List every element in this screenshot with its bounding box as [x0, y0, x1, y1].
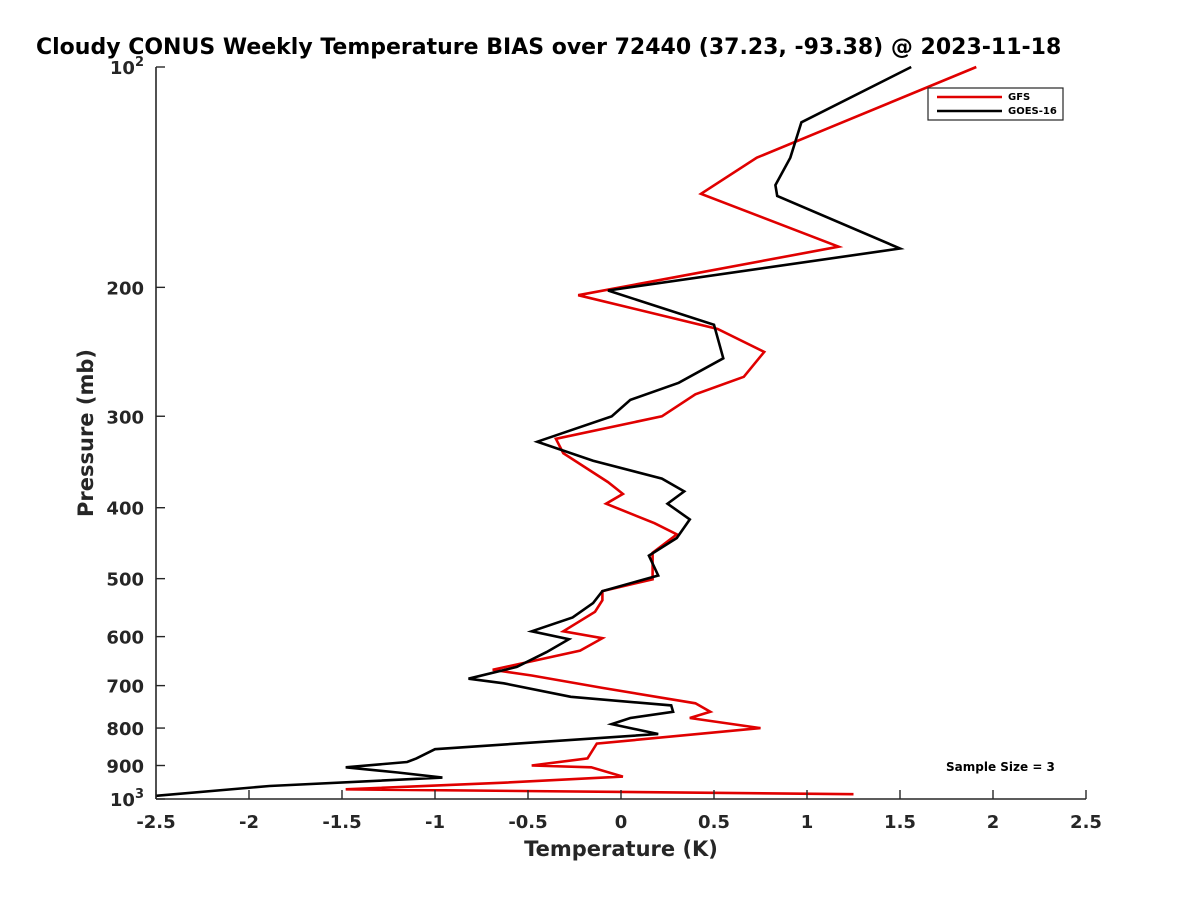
- sample-size-annotation: Sample Size = 3: [946, 760, 1055, 774]
- x-tick-label: 1.5: [884, 812, 916, 833]
- series-line-gfs: [345, 65, 977, 796]
- y-tick-label: 600: [106, 628, 144, 649]
- y-tick-label: 200: [106, 278, 144, 299]
- y-tick-label: 300: [106, 407, 144, 428]
- x-tick-label: -0.5: [508, 812, 547, 833]
- y-tick-label: 500: [106, 570, 144, 591]
- x-ticks: -2.5 -2 -1.5 -1 -0.5 0 0.5 1 1.5 2 2.5: [136, 790, 1102, 833]
- y-tick-label: 800: [106, 719, 144, 740]
- series-line-goes16: [155, 65, 912, 798]
- x-tick-label: 0.5: [698, 812, 730, 833]
- legend-label-goes16: GOES-16: [1008, 106, 1057, 117]
- y-tick-label: 700: [106, 677, 144, 698]
- x-tick-label: 1: [801, 812, 814, 833]
- legend: GFS GOES-16: [927, 87, 1064, 121]
- x-tick-label: 0: [615, 812, 628, 833]
- y-tick-label: 102: [110, 55, 144, 79]
- y-tick-label: 103: [110, 787, 144, 811]
- y-ticks: 102 200 300 400 500 600 700 800 900 103: [106, 55, 165, 811]
- plot-area: -2.5 -2 -1.5 -1 -0.5 0 0.5 1 1.5 2 2.5 102 200 300 40…: [106, 55, 1102, 833]
- series-layer: [155, 65, 977, 798]
- x-tick-label: 2: [987, 812, 1000, 833]
- legend-box: [927, 87, 1064, 121]
- y-axis-label: Pressure (mb): [74, 349, 98, 517]
- y-tick-label: 400: [106, 499, 144, 520]
- y-tick-label: 900: [106, 757, 144, 778]
- x-tick-label: -1: [425, 812, 445, 833]
- legend-label-gfs: GFS: [1008, 92, 1030, 103]
- x-tick-label: -1.5: [322, 812, 361, 833]
- x-tick-label: 2.5: [1070, 812, 1102, 833]
- x-tick-label: -2: [239, 812, 259, 833]
- chart-title: Cloudy CONUS Weekly Temperature BIAS ove…: [36, 35, 1061, 60]
- x-tick-label: -2.5: [136, 812, 175, 833]
- x-axis-label: Temperature (K): [524, 837, 718, 861]
